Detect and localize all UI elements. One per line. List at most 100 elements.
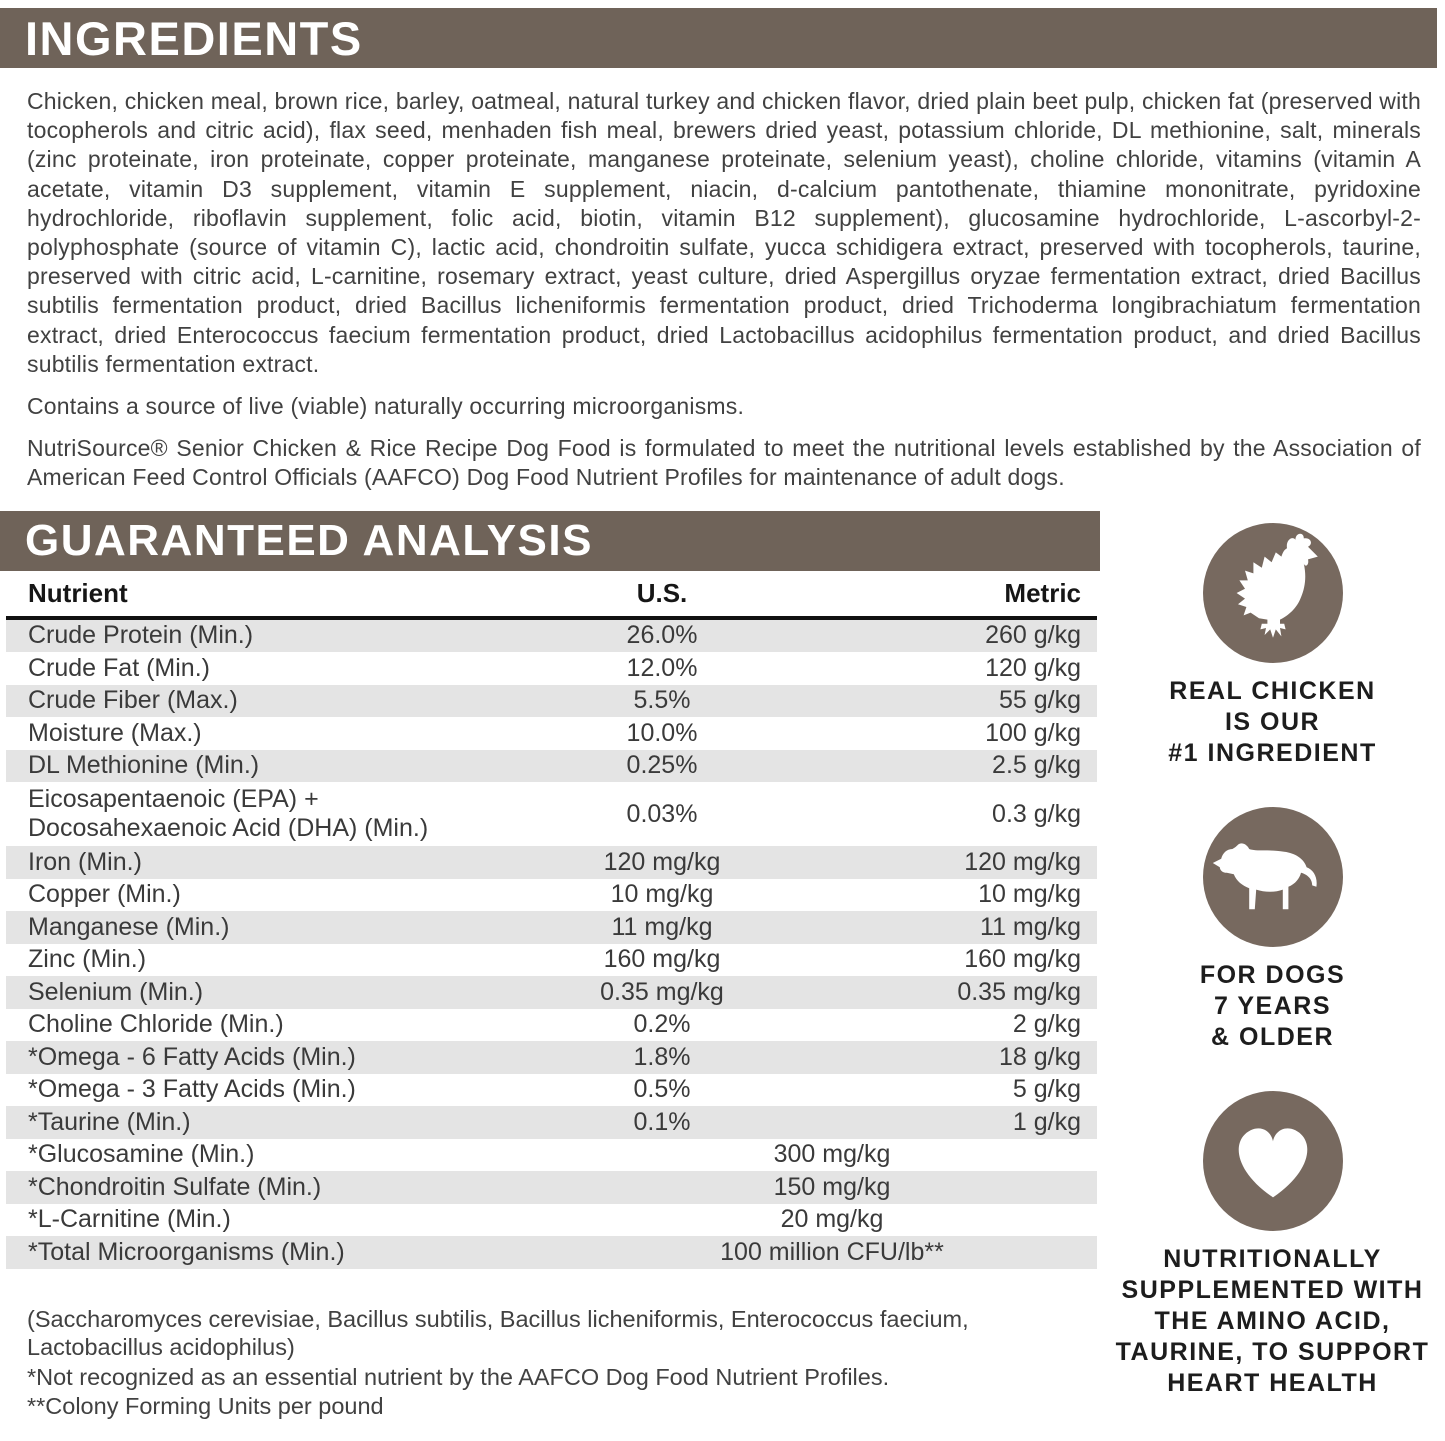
us-value-cell: 10.0% <box>626 718 698 747</box>
footnote-microorganism-species: (Saccharomyces cerevisiae, Bacillus subt… <box>27 1305 969 1361</box>
table-row: Crude Fiber (Max.) 5.5% 55 g/kg <box>6 684 1097 718</box>
us-value-cell: 26.0% <box>626 621 698 650</box>
nutrient-cell: *Taurine (Min.) <box>28 1107 191 1136</box>
table-row: Eicosapentaenoic (EPA) + Docosahexaenoic… <box>6 782 1097 846</box>
table-row: *Chondroitin Sulfate (Min.) 150 mg/kg <box>6 1171 1097 1204</box>
us-value-cell: 0.03% <box>626 799 698 828</box>
table-row: *Omega - 3 Fatty Acids (Min.) 0.5% 5 g/k… <box>6 1074 1097 1107</box>
chicken-icon <box>1202 522 1343 663</box>
ingredients-title: INGREDIENTS <box>25 11 363 65</box>
nutrient-cell: Crude Fat (Min.) <box>28 653 210 682</box>
table-header-row: Nutrient U.S. Metric <box>6 571 1097 620</box>
guaranteed-analysis-header-bar: GUARANTEED ANALYSIS <box>0 510 1100 571</box>
nutrient-cell: *Omega - 6 Fatty Acids (Min.) <box>28 1042 356 1071</box>
column-header-us: U.S. <box>636 577 688 608</box>
metric-value-cell: 260 g/kg <box>985 621 1081 650</box>
table-row: *Omega - 6 Fatty Acids (Min.) 1.8% 18 g/… <box>6 1041 1097 1074</box>
table-row: Manganese (Min.) 11 mg/kg 11 mg/kg <box>6 911 1097 944</box>
us-value-cell: 5.5% <box>633 686 691 715</box>
table-row: Selenium (Min.) 0.35 mg/kg 0.35 mg/kg <box>6 976 1097 1009</box>
table-row: Choline Chloride (Min.) 0.2% 2 g/kg <box>6 1009 1097 1042</box>
us-value-cell: 0.35 mg/kg <box>600 977 724 1006</box>
metric-value-cell: 10 mg/kg <box>978 880 1081 909</box>
table-row: *Taurine (Min.) 0.1% 1 g/kg <box>6 1106 1097 1139</box>
combined-value-cell: 100 million CFU/lb** <box>720 1237 944 1266</box>
metric-value-cell: 55 g/kg <box>998 686 1081 715</box>
nutrient-cell: Crude Protein (Min.) <box>28 621 254 650</box>
nutrient-cell: Manganese (Min.) <box>28 912 230 941</box>
nutrient-cell: Crude Fiber (Max.) <box>28 686 238 715</box>
combined-value-cell: 20 mg/kg <box>780 1205 884 1234</box>
table-row: Crude Protein (Min.) 26.0% 260 g/kg <box>6 619 1097 653</box>
nutrient-cell: *Glucosamine (Min.) <box>28 1140 255 1169</box>
nutrient-cell: DL Methionine (Min.) <box>28 751 260 780</box>
nutrient-cell: Iron (Min.) <box>28 847 142 876</box>
nutrient-cell: *Omega - 3 Fatty Acids (Min.) <box>28 1075 356 1104</box>
table-row: Moisture (Max.) 10.0% 100 g/kg <box>6 717 1097 750</box>
guaranteed-analysis-table: Nutrient U.S. Metric Crude Protein (Min.… <box>6 571 1097 1269</box>
badge-column: REAL CHICKEN IS OUR #1 INGREDIENT FOR DO… <box>1100 511 1445 1421</box>
us-value-cell: 0.1% <box>633 1107 691 1136</box>
nutrient-cell: *Total Microorganisms (Min.) <box>28 1237 345 1266</box>
nutrient-cell: Copper (Min.) <box>28 880 181 909</box>
table-row: Crude Fat (Min.) 12.0% 120 g/kg <box>6 652 1097 685</box>
us-value-cell: 0.5% <box>633 1075 691 1104</box>
metric-value-cell: 2.5 g/kg <box>992 751 1081 780</box>
us-value-cell: 12.0% <box>626 653 698 682</box>
metric-value-cell: 11 mg/kg <box>980 912 1081 941</box>
footnote-not-recognized: *Not recognized as an essential nutrient… <box>27 1363 890 1390</box>
ingredients-header-bar: INGREDIENTS <box>0 8 1437 68</box>
us-value-cell: 120 mg/kg <box>603 847 721 876</box>
nutrient-cell: Zinc (Min.) <box>28 945 147 974</box>
footnote-cfu: **Colony Forming Units per pound <box>27 1393 384 1420</box>
nutrient-cell: Choline Chloride (Min.) <box>28 1010 284 1039</box>
ingredients-section: Chicken, chicken meal, brown rice, barle… <box>27 87 1421 493</box>
nutrient-cell: *L-Carnitine (Min.) <box>28 1205 231 1234</box>
column-header-metric: Metric <box>1004 577 1081 608</box>
lower-layout: GUARANTEED ANALYSIS Nutrient U.S. Metric… <box>0 510 1445 1421</box>
table-row: Iron (Min.) 120 mg/kg 120 mg/kg <box>6 846 1097 879</box>
us-value-cell: 0.25% <box>626 751 698 780</box>
guaranteed-analysis-section: GUARANTEED ANALYSIS Nutrient U.S. Metric… <box>0 510 1100 1421</box>
nutrient-cell: *Chondroitin Sulfate (Min.) <box>28 1172 322 1201</box>
us-value-cell: 1.8% <box>633 1042 691 1071</box>
us-value-cell: 0.2% <box>633 1010 691 1039</box>
table-row: *Glucosamine (Min.) 300 mg/kg <box>6 1139 1097 1172</box>
metric-value-cell: 1 g/kg <box>1012 1107 1081 1136</box>
aafco-statement: NutriSource® Senior Chicken & Rice Recip… <box>27 435 1421 491</box>
metric-value-cell: 100 g/kg <box>985 718 1081 747</box>
us-value-cell: 10 mg/kg <box>610 880 714 909</box>
column-header-nutrient: Nutrient <box>28 577 128 608</box>
badge-caption: FOR DOGS 7 YEARS & OLDER <box>1199 960 1346 1051</box>
heart-icon <box>1202 1090 1343 1231</box>
badge-real-chicken: REAL CHICKEN IS OUR #1 INGREDIENT <box>1168 522 1377 769</box>
nutrient-cell: Eicosapentaenoic (EPA) + Docosahexaenoic… <box>28 785 429 843</box>
metric-value-cell: 2 g/kg <box>1012 1010 1081 1039</box>
metric-value-cell: 120 g/kg <box>985 653 1081 682</box>
nutrient-cell: Selenium (Min.) <box>28 977 204 1006</box>
table-row: *Total Microorganisms (Min.) 100 million… <box>6 1236 1097 1269</box>
table-row: Zinc (Min.) 160 mg/kg 160 mg/kg <box>6 944 1097 977</box>
badge-caption: NUTRITIONALLY SUPPLEMENTED WITH THE AMIN… <box>1115 1244 1430 1397</box>
metric-value-cell: 0.35 mg/kg <box>957 977 1081 1006</box>
dog-icon <box>1202 806 1343 947</box>
badge-senior-dogs: FOR DOGS 7 YEARS & OLDER <box>1199 806 1346 1053</box>
us-value-cell: 11 mg/kg <box>611 912 713 941</box>
table-row: *L-Carnitine (Min.) 20 mg/kg <box>6 1204 1097 1237</box>
microorganisms-note: Contains a source of live (viable) natur… <box>27 393 745 420</box>
table-row: Copper (Min.) 10 mg/kg 10 mg/kg <box>6 879 1097 912</box>
guaranteed-analysis-title: GUARANTEED ANALYSIS <box>25 515 593 565</box>
badge-heart-health: NUTRITIONALLY SUPPLEMENTED WITH THE AMIN… <box>1115 1090 1430 1399</box>
footnotes: (Saccharomyces cerevisiae, Bacillus subt… <box>27 1305 1087 1421</box>
metric-value-cell: 18 g/kg <box>998 1042 1081 1071</box>
combined-value-cell: 300 mg/kg <box>773 1140 891 1169</box>
metric-value-cell: 120 mg/kg <box>964 847 1081 876</box>
combined-value-cell: 150 mg/kg <box>773 1172 891 1201</box>
badge-caption: REAL CHICKEN IS OUR #1 INGREDIENT <box>1168 676 1377 767</box>
metric-value-cell: 0.3 g/kg <box>992 799 1081 828</box>
us-value-cell: 160 mg/kg <box>603 945 721 974</box>
nutrient-cell: Moisture (Max.) <box>28 718 202 747</box>
table-row: DL Methionine (Min.) 0.25% 2.5 g/kg <box>6 749 1097 783</box>
metric-value-cell: 5 g/kg <box>1012 1075 1081 1104</box>
ingredients-body: Chicken, chicken meal, brown rice, barle… <box>27 88 1421 377</box>
